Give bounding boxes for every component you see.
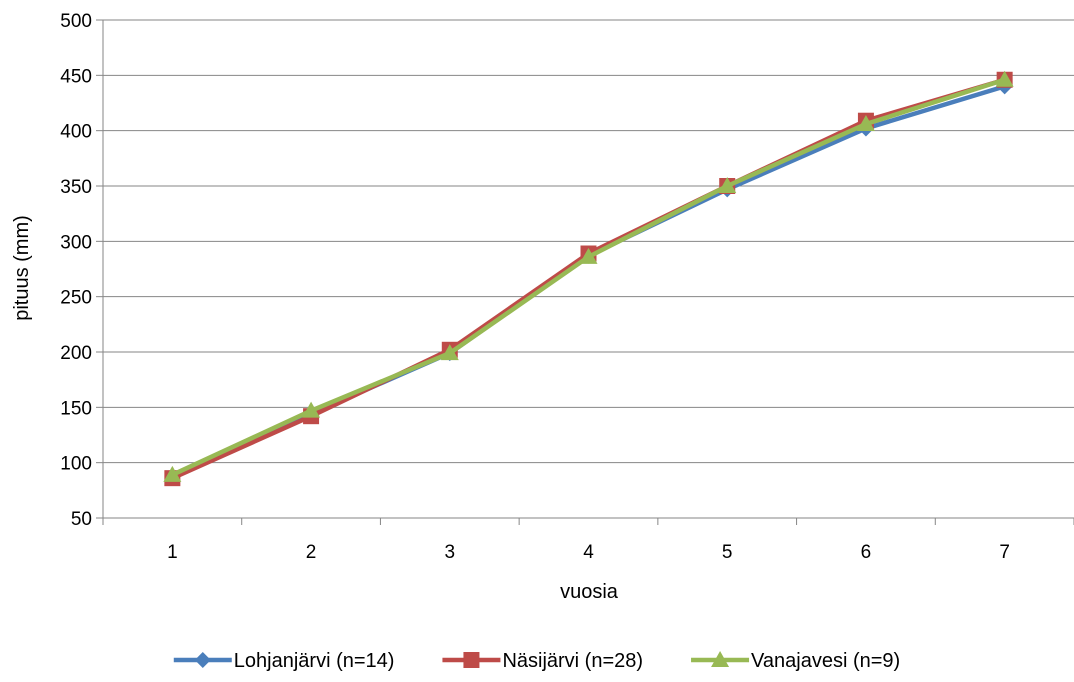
x-tick-labels: 1 2 3 4 5 6 7: [167, 542, 1010, 563]
series-lines: [163, 70, 1014, 487]
series-2: [164, 71, 1013, 487]
x-tick-label: 7: [999, 542, 1010, 563]
gridlines: [103, 19, 1074, 464]
data-point: [856, 115, 875, 132]
x-tick-label: 5: [722, 542, 733, 563]
legend-label: Lohjanjärvi (n=14): [234, 650, 395, 672]
x-tick-label: 6: [861, 542, 872, 563]
y-tick-label: 400: [60, 122, 92, 143]
axes: [96, 19, 1074, 525]
legend-label: Näsijärvi (n=28): [502, 650, 643, 672]
series-3: [163, 70, 1014, 482]
y-tick-labels: 50 100 150 200 250 300 350 400 450 500: [60, 11, 92, 530]
legend-label: Vanajavesi (n=9): [751, 650, 900, 672]
data-point: [579, 247, 598, 264]
legend-marker: [711, 651, 730, 667]
x-tick-label: 3: [444, 542, 455, 563]
data-point: [302, 401, 321, 418]
y-tick-label: 100: [60, 454, 92, 475]
legend: Lohjanjärvi (n=14) Näsijärvi (n=28) Vanaja…: [173, 650, 900, 672]
y-tick-label: 200: [60, 343, 92, 364]
x-axis-label: vuosia: [560, 581, 619, 603]
series-line: [171, 77, 1006, 477]
legend-item: Näsijärvi (n=28): [442, 650, 643, 672]
data-point: [718, 177, 737, 193]
data-point: [995, 70, 1014, 87]
legend-item: Vanajavesi (n=9): [691, 650, 900, 672]
data-point: [440, 344, 459, 361]
y-tick-label: 350: [60, 177, 92, 198]
y-tick-label: 50: [71, 509, 92, 530]
y-tick-label: 500: [60, 11, 92, 32]
y-tick-label: 150: [60, 398, 92, 419]
y-tick-label: 250: [60, 288, 92, 309]
data-point: [163, 465, 182, 482]
y-tick-label: 300: [60, 232, 92, 253]
x-tick-label: 2: [306, 542, 317, 563]
legend-item: Lohjanjärvi (n=14): [173, 650, 395, 672]
y-axis-label: pituus (mm): [11, 215, 33, 321]
y-tick-label: 450: [60, 66, 92, 87]
x-tick-label: 4: [583, 542, 594, 563]
legend-marker: [463, 652, 480, 668]
x-tick-label: 1: [167, 542, 178, 563]
legend-marker: [194, 652, 211, 668]
